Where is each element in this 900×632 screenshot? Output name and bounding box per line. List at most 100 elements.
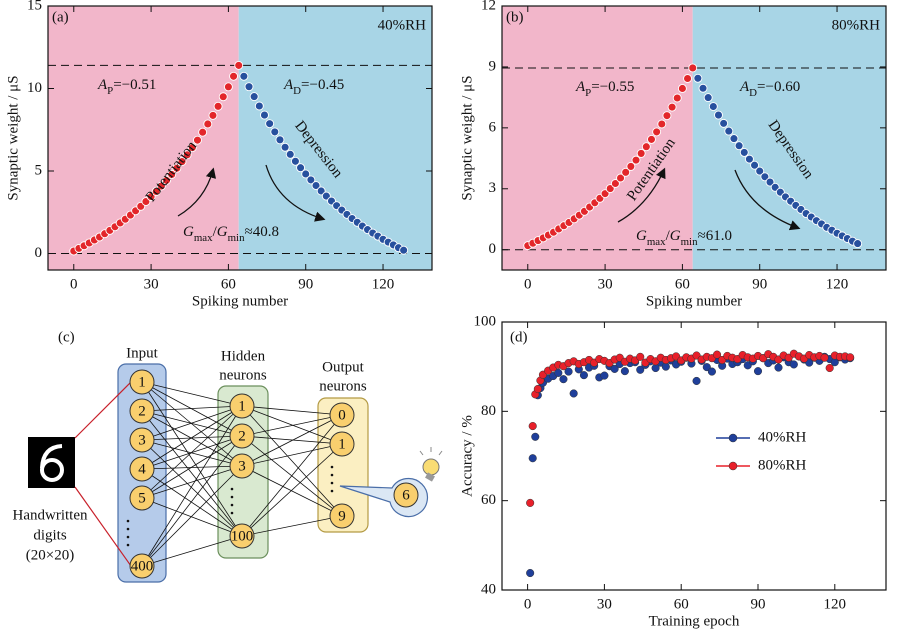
y-tick-label: 12 <box>481 0 496 13</box>
layer-title: neurons <box>319 378 367 394</box>
layer-title: Hidden <box>221 348 266 364</box>
neuron-label: 0 <box>338 407 346 423</box>
connection <box>141 465 243 567</box>
annotation: Gmax/Gmin≈61.0 <box>636 228 732 247</box>
connection <box>141 435 243 441</box>
x-tick-label: 90 <box>298 276 313 292</box>
point <box>244 82 254 92</box>
connection <box>241 515 343 537</box>
neuron <box>129 553 155 579</box>
point <box>254 101 264 111</box>
y-tick-label: 3 <box>489 180 497 196</box>
point <box>616 173 626 183</box>
digit-stroke <box>40 458 64 482</box>
point <box>167 170 177 179</box>
annotation-part: P <box>107 85 113 97</box>
annotation-part: / <box>213 224 218 240</box>
point <box>564 367 573 376</box>
connection <box>241 465 343 517</box>
point <box>667 102 677 112</box>
connection <box>141 435 243 567</box>
panel-label: (a) <box>52 9 69 25</box>
connection <box>141 410 243 537</box>
y-tick-label: 10 <box>27 80 42 96</box>
connection <box>241 414 343 437</box>
point <box>636 148 646 158</box>
connection <box>141 381 243 437</box>
x-tick-label: 30 <box>597 596 612 612</box>
y-tick-label: 5 <box>35 162 43 178</box>
point <box>280 142 290 152</box>
annotation-part: / <box>666 228 671 244</box>
point <box>712 350 722 359</box>
point <box>662 111 672 121</box>
annotation-part: G <box>217 224 228 240</box>
x-tick-label: 90 <box>751 596 766 612</box>
output-layer <box>317 397 369 533</box>
neuron-label: 3 <box>138 432 146 448</box>
point <box>193 135 202 145</box>
x-axis-label: Spiking number <box>192 293 288 309</box>
legend-marker <box>728 461 738 471</box>
region-depression <box>238 6 432 270</box>
neuron <box>229 523 255 549</box>
point <box>825 363 834 373</box>
legend-label: 40%RH <box>758 429 807 445</box>
neuron-label: 1 <box>138 374 146 390</box>
point <box>672 93 682 103</box>
connection <box>141 405 243 441</box>
x-tick-label: 0 <box>524 276 532 292</box>
legend-marker <box>728 433 738 443</box>
y-tick-label: 60 <box>481 492 496 508</box>
point <box>789 360 798 369</box>
annotation-part: =−0.45 <box>301 77 344 93</box>
connection <box>141 405 243 412</box>
connection <box>141 439 243 537</box>
neuron-label: 400 <box>131 558 154 574</box>
point <box>774 363 783 372</box>
point <box>187 143 197 153</box>
point <box>610 364 619 373</box>
point <box>229 71 239 81</box>
point <box>683 74 693 83</box>
point <box>239 71 249 81</box>
point <box>652 127 662 137</box>
x-tick-label: 60 <box>674 596 689 612</box>
point <box>531 432 540 441</box>
point <box>760 172 770 182</box>
neuron-label: 3 <box>238 458 246 474</box>
y-tick-label: 0 <box>489 241 497 257</box>
neuron-label: 1 <box>338 436 346 452</box>
annotation-part: =−0.55 <box>591 79 634 95</box>
connection <box>241 405 343 445</box>
neuron <box>229 423 255 449</box>
panel-label: (c) <box>58 329 75 345</box>
point <box>260 110 269 120</box>
point <box>306 175 316 185</box>
neuron <box>329 402 355 428</box>
connection <box>241 443 343 537</box>
y-tick-label: 9 <box>489 58 497 74</box>
neuron-label: 100 <box>231 528 254 544</box>
point <box>631 155 641 165</box>
annotation-part: max <box>194 232 213 244</box>
x-axis-label: Training epoch <box>649 613 740 629</box>
point <box>610 179 620 188</box>
annotation-part: min <box>228 232 245 244</box>
annotation-part: ≈40.8 <box>245 224 279 240</box>
x-axis-label: Spiking number <box>646 293 742 309</box>
point <box>301 169 311 179</box>
plot-frame <box>501 321 887 591</box>
panel-label: (b) <box>506 9 524 25</box>
x-tick-label: 120 <box>826 276 849 292</box>
point <box>626 161 636 171</box>
point <box>846 353 855 362</box>
annotation-part: =−0.51 <box>113 77 156 93</box>
point <box>600 371 609 380</box>
connection <box>141 410 243 467</box>
neuron <box>229 453 255 479</box>
neuron-label: 5 <box>138 490 146 506</box>
connection <box>241 405 343 517</box>
connection <box>141 405 243 470</box>
point <box>641 142 651 152</box>
